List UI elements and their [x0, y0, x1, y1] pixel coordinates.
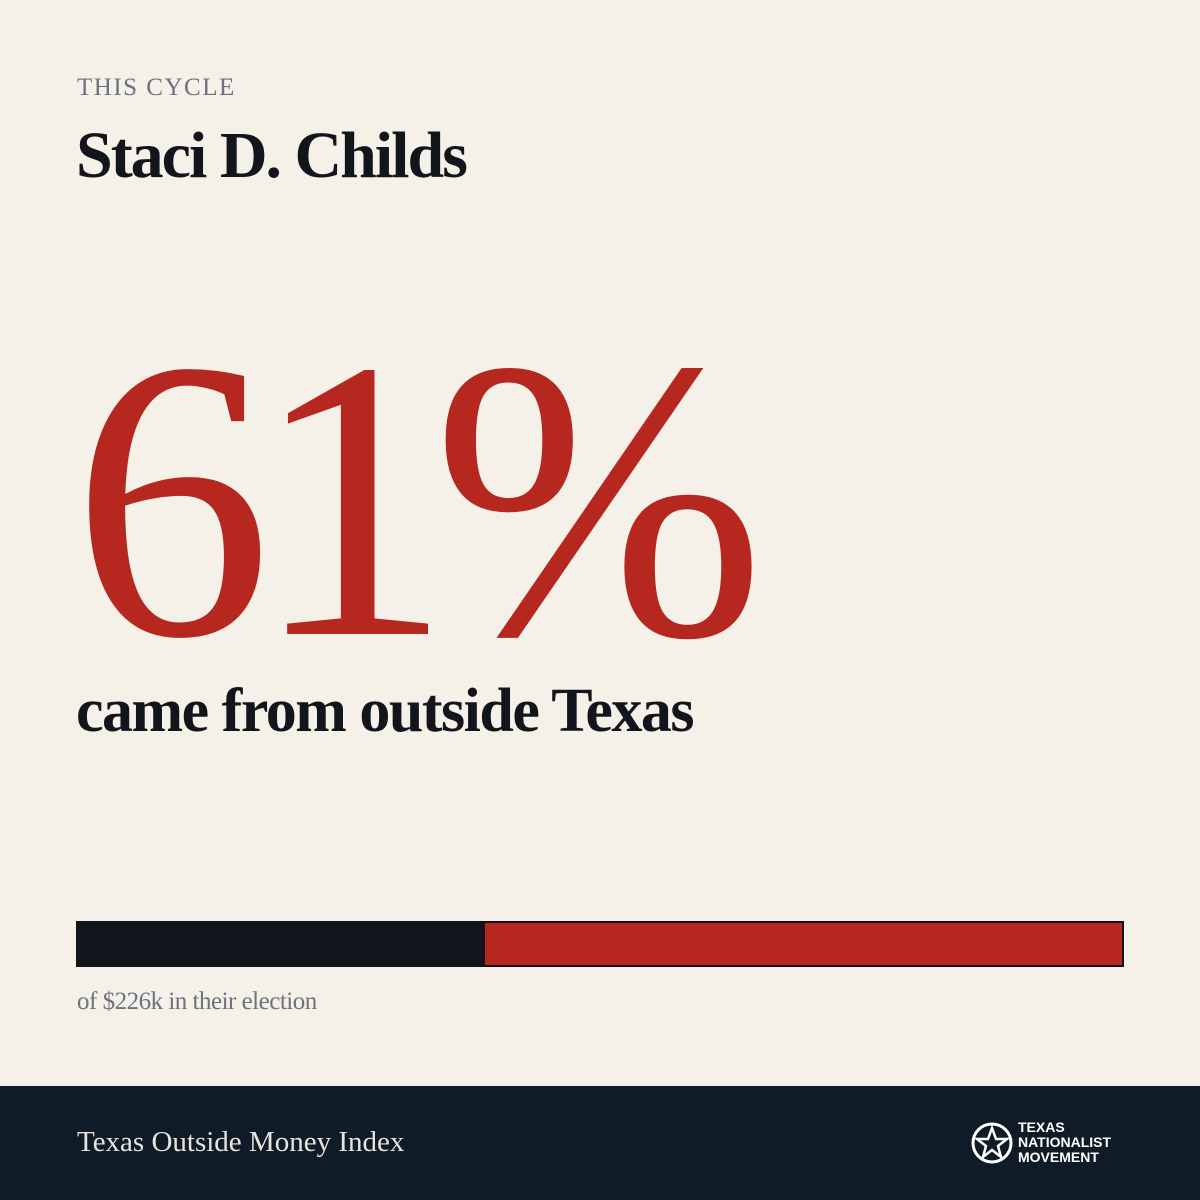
- footer-title: Texas Outside Money Index: [77, 1126, 405, 1158]
- headline: came from outside Texas: [76, 677, 695, 745]
- share-segment: [485, 923, 1122, 965]
- logo-text: MOVEMENT: [1018, 1149, 1099, 1165]
- logo-text: NATIONALIST: [1018, 1134, 1112, 1150]
- share-label: 61%: [72, 278, 765, 721]
- kicker: THIS CYCLE: [77, 74, 236, 101]
- share-bar: [76, 921, 1124, 967]
- candidate-name: Staci D. Childs: [76, 119, 468, 192]
- logo: TEXAS NATIONALIST MOVEMENT: [970, 1120, 1120, 1166]
- footnote: of $226k in their election: [77, 988, 317, 1015]
- logo-icon: [971, 1122, 1013, 1164]
- logo-text: TEXAS: [1018, 1119, 1065, 1135]
